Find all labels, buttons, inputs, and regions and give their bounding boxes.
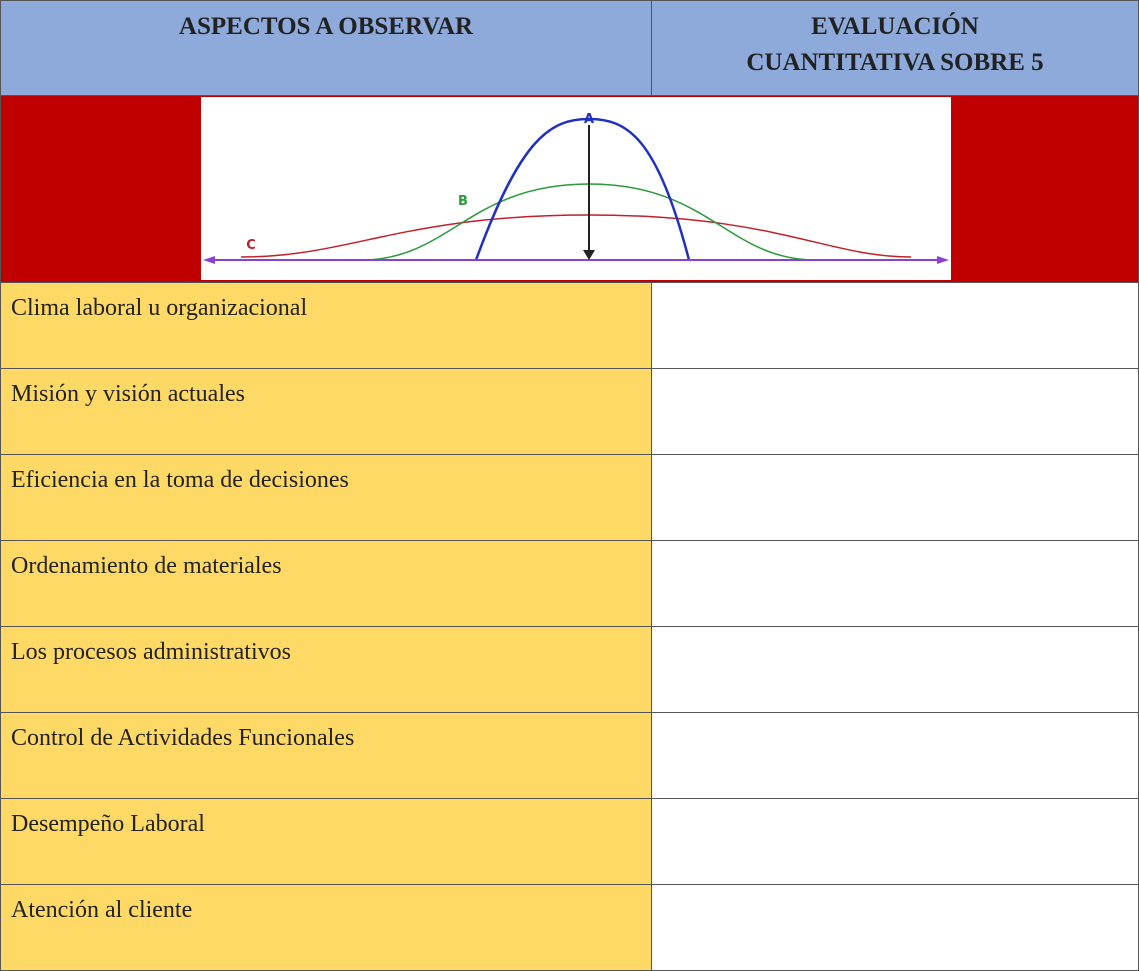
aspect-cell: Los procesos administrativos — [0, 626, 652, 713]
aspect-cell: Clima laboral u organizacional — [0, 282, 652, 369]
aspect-cell: Control de Actividades Funcionales — [0, 712, 652, 799]
aspect-cell: Eficiencia en la toma de decisiones — [0, 454, 652, 541]
score-cell — [651, 712, 1139, 799]
aspect-text: Desempeño Laboral — [11, 811, 205, 837]
aspect-text: Atención al cliente — [11, 897, 193, 923]
score-cell — [651, 454, 1139, 541]
aspect-cell: Desempeño Laboral — [0, 798, 652, 885]
aspect-text: Ordenamiento de materiales — [11, 553, 282, 579]
axis-arrow — [937, 256, 949, 264]
aspect-text: Eficiencia en la toma de decisiones — [11, 467, 349, 493]
header-text: CUANTITATIVA SOBRE 5 — [746, 49, 1044, 76]
score-cell — [651, 884, 1139, 971]
score-cell — [651, 282, 1139, 369]
aspect-text: Control de Actividades Funcionales — [11, 725, 355, 751]
curve-label: A — [584, 112, 594, 127]
header-text: EVALUACIÓN — [811, 13, 979, 40]
curve-label: B — [458, 194, 468, 209]
image-background — [201, 97, 951, 280]
header-text: ASPECTOS A OBSERVAR — [178, 13, 474, 40]
distribution-image: A B C — [201, 97, 951, 280]
image-row: A B C — [0, 95, 1139, 283]
aspect-text: Clima laboral u organizacional — [11, 295, 308, 321]
aspect-cell: Atención al cliente — [0, 884, 652, 971]
score-cell — [651, 798, 1139, 885]
aspect-text: Misión y visión actuales — [11, 381, 245, 407]
center-arrow-head — [583, 250, 595, 260]
axis-arrow — [203, 256, 215, 264]
score-cell — [651, 626, 1139, 713]
aspect-text: Los procesos administrativos — [11, 639, 291, 665]
curve-label: C — [246, 238, 256, 253]
aspect-cell: Misión y visión actuales — [0, 368, 652, 455]
curve-a — [474, 117, 691, 261]
aspect-cell: Ordenamiento de materiales — [0, 540, 652, 627]
header-cell: ASPECTOS A OBSERVAR — [0, 0, 652, 96]
score-cell — [651, 368, 1139, 455]
header-cell: EVALUACIÓN CUANTITATIVA SOBRE 5 — [651, 0, 1139, 96]
score-cell — [651, 540, 1139, 627]
